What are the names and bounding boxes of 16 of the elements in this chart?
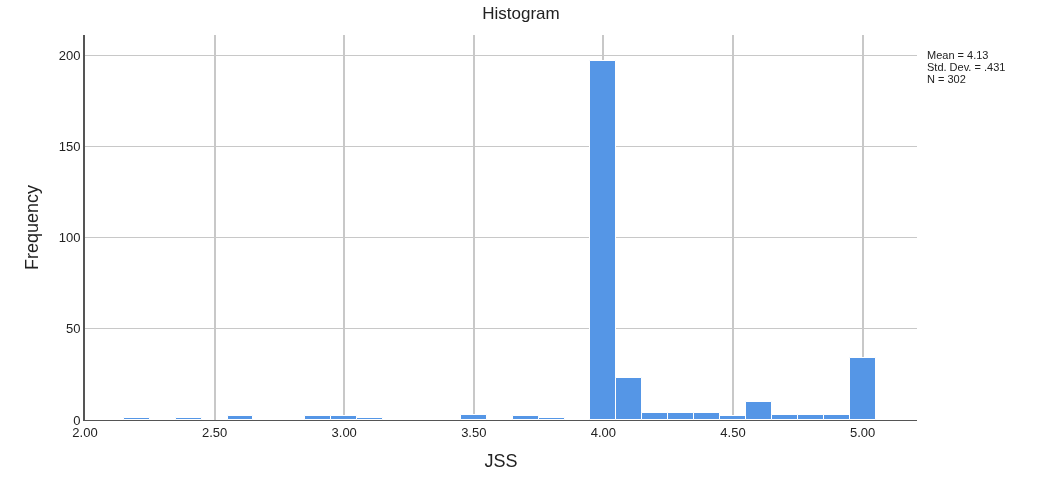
x-tick-label: 3.50 [461, 424, 487, 440]
y-tick-label: 50 [65, 321, 81, 337]
y-axis-title: Frequency [22, 184, 43, 271]
x-tick-label: 3.00 [331, 424, 357, 440]
text: Std. Dev. = .431 [927, 61, 1006, 73]
x-tick-label: 4.50 [720, 424, 746, 440]
x-axis-title: JSS [484, 450, 518, 471]
x-tick-label: 5.00 [849, 424, 876, 440]
chart-title: Histogram [482, 4, 560, 24]
y-tick-label: 100 [58, 230, 81, 246]
text: N = 302 [927, 73, 966, 85]
x-tick-label: 2.50 [201, 424, 228, 440]
y-tick-label: 150 [58, 138, 81, 154]
text: Mean = 4.13 [927, 49, 989, 61]
y-tick-label: 200 [58, 47, 81, 63]
x-tick-label: 4.00 [590, 424, 617, 440]
